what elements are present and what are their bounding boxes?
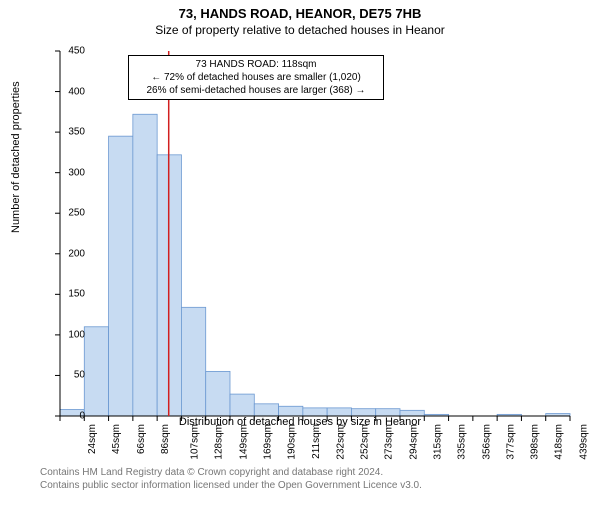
xtick-label: 149sqm: [238, 424, 249, 460]
ytick-label: 100: [55, 329, 85, 340]
xtick-label: 315sqm: [433, 424, 444, 460]
ytick-label: 300: [55, 167, 85, 178]
xtick-label: 335sqm: [457, 424, 468, 460]
xtick-label: 66sqm: [136, 424, 147, 454]
title-main: 73, HANDS ROAD, HEANOR, DE75 7HB: [0, 6, 600, 21]
xtick-label: 273sqm: [384, 424, 395, 460]
info-line1: 73 HANDS ROAD: 118sqm: [133, 58, 379, 71]
xtick-label: 252sqm: [360, 424, 371, 460]
xtick-label: 24sqm: [87, 424, 98, 454]
xtick-label: 377sqm: [505, 424, 516, 460]
attribution-line1: Contains HM Land Registry data © Crown c…: [40, 466, 422, 479]
info-line3: 26% of semi-detached houses are larger (…: [133, 84, 379, 97]
xtick-label: 107sqm: [190, 424, 201, 460]
info-line2: ← 72% of detached houses are smaller (1,…: [133, 71, 379, 84]
xtick-label: 169sqm: [263, 424, 274, 460]
xtick-label: 86sqm: [160, 424, 171, 454]
x-axis-title: Distribution of detached houses by size …: [0, 416, 600, 428]
ytick-label: 400: [55, 86, 85, 97]
y-axis-label: Number of detached properties: [10, 81, 22, 233]
xtick-label: 190sqm: [287, 424, 298, 460]
title-sub: Size of property relative to detached ho…: [0, 23, 600, 37]
xtick-label: 398sqm: [530, 424, 541, 460]
xtick-label: 211sqm: [310, 424, 321, 459]
chart-area: Number of detached properties 73 HANDS R…: [60, 51, 570, 416]
xtick-label: 439sqm: [578, 424, 589, 460]
xtick-label: 294sqm: [408, 424, 419, 460]
attribution: Contains HM Land Registry data © Crown c…: [40, 466, 422, 492]
xtick-label: 128sqm: [214, 424, 225, 460]
info-box: 73 HANDS ROAD: 118sqm ← 72% of detached …: [128, 55, 384, 100]
xtick-label: 232sqm: [335, 424, 346, 460]
ytick-label: 350: [55, 127, 85, 138]
ytick-label: 450: [55, 46, 85, 57]
ytick-label: 150: [55, 289, 85, 300]
attribution-line2: Contains public sector information licen…: [40, 479, 422, 492]
xtick-label: 418sqm: [554, 424, 565, 460]
xtick-label: 45sqm: [111, 424, 122, 454]
ytick-label: 250: [55, 208, 85, 219]
xtick-label: 356sqm: [481, 424, 492, 460]
plot-svg: [60, 51, 570, 416]
ytick-label: 200: [55, 248, 85, 259]
ytick-label: 50: [55, 370, 85, 381]
